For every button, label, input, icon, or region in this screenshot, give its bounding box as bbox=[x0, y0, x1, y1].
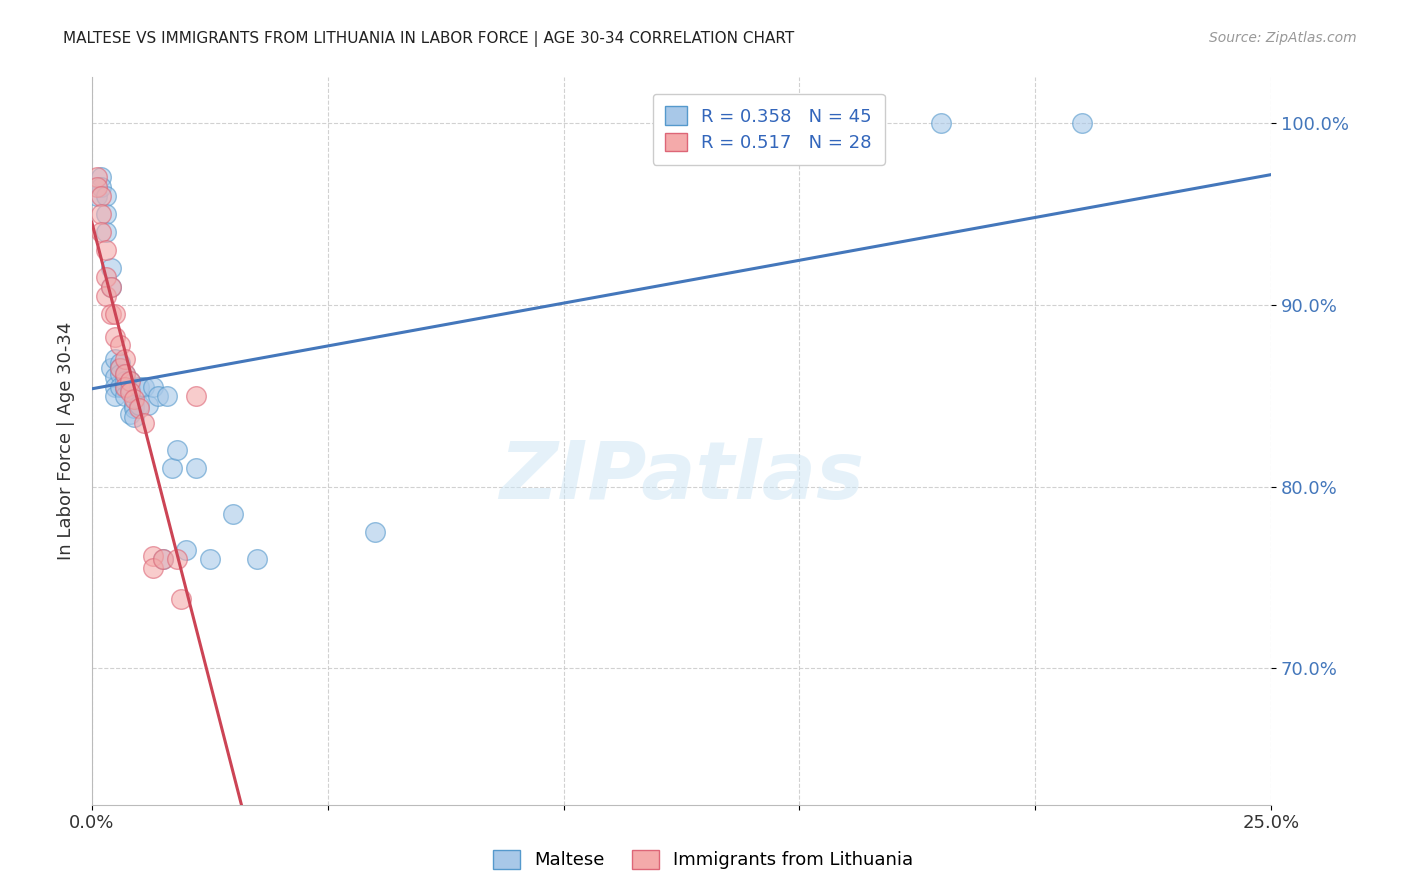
Point bbox=[152, 552, 174, 566]
Point bbox=[174, 543, 197, 558]
Point bbox=[86, 170, 108, 185]
Point bbox=[104, 389, 127, 403]
Point bbox=[166, 443, 188, 458]
Point bbox=[100, 307, 122, 321]
Point bbox=[108, 361, 131, 376]
Point bbox=[104, 330, 127, 344]
Point bbox=[138, 398, 160, 412]
Point bbox=[114, 352, 136, 367]
Point bbox=[152, 552, 174, 566]
Point bbox=[166, 552, 188, 566]
Text: ZIPatlas: ZIPatlas bbox=[499, 439, 863, 516]
Point bbox=[104, 379, 127, 393]
Point bbox=[128, 379, 150, 393]
Point bbox=[142, 379, 165, 393]
Point bbox=[170, 592, 193, 607]
Point bbox=[142, 561, 165, 575]
Point bbox=[94, 207, 117, 221]
Point bbox=[108, 337, 131, 351]
Point bbox=[104, 352, 127, 367]
Point bbox=[128, 401, 150, 416]
Point bbox=[124, 398, 146, 412]
Point bbox=[124, 392, 146, 407]
Point bbox=[114, 374, 136, 388]
Point bbox=[108, 367, 131, 381]
Point bbox=[160, 461, 183, 475]
Point bbox=[118, 384, 141, 399]
Point bbox=[118, 374, 141, 388]
Point bbox=[198, 552, 221, 566]
Point bbox=[108, 356, 131, 370]
Legend: Maltese, Immigrants from Lithuania: Maltese, Immigrants from Lithuania bbox=[484, 841, 922, 879]
Point bbox=[108, 361, 131, 376]
Point bbox=[118, 381, 141, 395]
Point bbox=[124, 410, 146, 425]
Point bbox=[90, 179, 112, 194]
Point bbox=[184, 389, 207, 403]
Text: Source: ZipAtlas.com: Source: ZipAtlas.com bbox=[1209, 31, 1357, 45]
Point bbox=[124, 401, 146, 416]
Point bbox=[100, 361, 122, 376]
Point bbox=[104, 307, 127, 321]
Point bbox=[156, 389, 179, 403]
Point bbox=[86, 188, 108, 202]
Point bbox=[132, 416, 155, 430]
Point bbox=[94, 225, 117, 239]
Point bbox=[246, 552, 269, 566]
Point bbox=[94, 288, 117, 302]
Point bbox=[364, 524, 387, 539]
Point bbox=[86, 179, 108, 194]
Point bbox=[90, 188, 112, 202]
Point bbox=[90, 170, 112, 185]
Point bbox=[108, 379, 131, 393]
Point bbox=[114, 367, 136, 381]
Point bbox=[128, 398, 150, 412]
Point bbox=[222, 507, 245, 521]
Point bbox=[142, 549, 165, 563]
Point bbox=[90, 207, 112, 221]
Point bbox=[118, 407, 141, 421]
Point bbox=[94, 243, 117, 257]
Text: MALTESE VS IMMIGRANTS FROM LITHUANIA IN LABOR FORCE | AGE 30-34 CORRELATION CHAR: MALTESE VS IMMIGRANTS FROM LITHUANIA IN … bbox=[63, 31, 794, 47]
Point bbox=[118, 374, 141, 388]
Point bbox=[114, 381, 136, 395]
Point bbox=[114, 389, 136, 403]
Point bbox=[100, 261, 122, 276]
Point bbox=[929, 116, 952, 130]
Point bbox=[90, 225, 112, 239]
Point bbox=[114, 379, 136, 393]
Y-axis label: In Labor Force | Age 30-34: In Labor Force | Age 30-34 bbox=[58, 322, 75, 560]
Point bbox=[114, 367, 136, 381]
Point bbox=[104, 370, 127, 384]
Point bbox=[1071, 116, 1094, 130]
Point bbox=[184, 461, 207, 475]
Point bbox=[100, 279, 122, 293]
Point bbox=[94, 188, 117, 202]
Point bbox=[132, 379, 155, 393]
Legend: R = 0.358   N = 45, R = 0.517   N = 28: R = 0.358 N = 45, R = 0.517 N = 28 bbox=[652, 94, 884, 165]
Point bbox=[146, 389, 169, 403]
Point bbox=[100, 279, 122, 293]
Point bbox=[94, 270, 117, 285]
